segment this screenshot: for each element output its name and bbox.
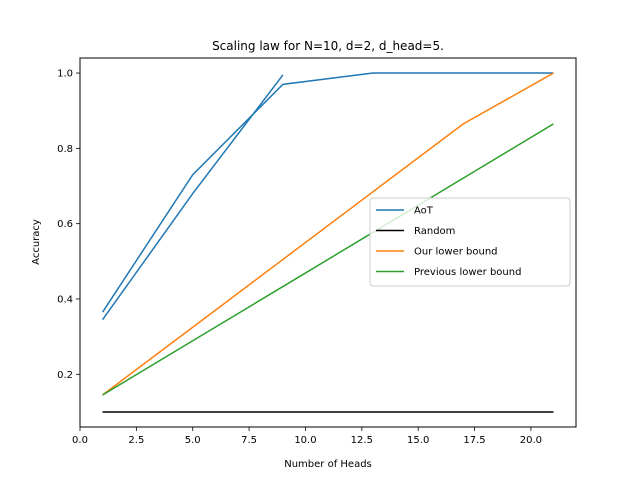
y-axis-title: Accuracy bbox=[31, 219, 42, 265]
x-tick-label: 2.5 bbox=[128, 435, 144, 446]
plot-frame bbox=[79, 57, 577, 428]
series-line-1 bbox=[101, 74, 284, 321]
x-tick-label: 12.5 bbox=[351, 435, 373, 446]
legend: AoT Random Our lower bound Previous lower b… bbox=[369, 197, 571, 287]
legend-label: AoT bbox=[414, 206, 434, 217]
y-tick-label: 0.8 bbox=[57, 144, 73, 155]
series-line-4 bbox=[102, 123, 554, 396]
legend-box bbox=[369, 197, 571, 287]
y-tick-label: 0.2 bbox=[57, 370, 73, 381]
x-tick-label: 7.5 bbox=[241, 435, 257, 446]
y-tick-label: 0.4 bbox=[57, 294, 73, 305]
x-tick-label: 15.0 bbox=[407, 435, 429, 446]
x-axis-title: Number of Heads bbox=[284, 459, 372, 470]
y-tick-label: 1.0 bbox=[57, 69, 73, 80]
series-line-3 bbox=[102, 72, 554, 396]
x-tick-label: 10.0 bbox=[294, 435, 316, 446]
x-tick-label: 5.0 bbox=[185, 435, 201, 446]
x-tick-label: 0.0 bbox=[72, 435, 88, 446]
chart-title: Scaling law for N=10, d=2, d_head=5. bbox=[212, 39, 444, 53]
y-axis: 0.2 0.4 0.6 0.8 1.0 bbox=[57, 69, 80, 381]
x-axis: 0.0 2.5 5.0 7.5 10.0 12.5 15.0 17.5 20.0 bbox=[72, 427, 542, 446]
plot-lines bbox=[101, 72, 554, 413]
x-tick-label: 20.0 bbox=[520, 435, 542, 446]
legend-label: Previous lower bound bbox=[414, 267, 521, 278]
legend-label: Our lower bound bbox=[414, 247, 498, 258]
legend-label: Random bbox=[414, 226, 455, 237]
series-line-0 bbox=[101, 72, 554, 313]
y-tick-label: 0.6 bbox=[57, 219, 73, 230]
x-tick-label: 17.5 bbox=[463, 435, 485, 446]
